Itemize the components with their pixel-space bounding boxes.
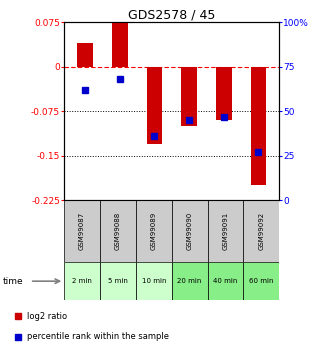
Text: GSM99090: GSM99090 — [187, 212, 193, 250]
Bar — [64, 200, 100, 262]
Text: 2 min: 2 min — [72, 278, 92, 284]
Text: GSM99091: GSM99091 — [222, 212, 229, 250]
Text: 60 min: 60 min — [249, 278, 273, 284]
Bar — [64, 262, 100, 300]
Bar — [208, 200, 243, 262]
Text: 20 min: 20 min — [178, 278, 202, 284]
Text: GSM99088: GSM99088 — [115, 212, 121, 250]
Text: log2 ratio: log2 ratio — [27, 312, 67, 321]
Bar — [243, 200, 279, 262]
Bar — [77, 43, 93, 67]
Bar — [112, 22, 127, 67]
Text: GSM99087: GSM99087 — [79, 212, 85, 250]
Bar — [216, 67, 231, 120]
Bar — [100, 200, 136, 262]
Bar — [147, 67, 162, 144]
Text: 5 min: 5 min — [108, 278, 128, 284]
Text: GSM99092: GSM99092 — [258, 212, 265, 250]
Text: 40 min: 40 min — [213, 278, 238, 284]
Bar — [100, 262, 136, 300]
Text: time: time — [3, 277, 24, 286]
Bar — [208, 262, 243, 300]
Bar — [243, 262, 279, 300]
Text: GSM99089: GSM99089 — [151, 212, 157, 250]
Bar — [251, 67, 266, 185]
Bar — [172, 262, 208, 300]
Text: percentile rank within the sample: percentile rank within the sample — [27, 332, 169, 341]
Bar — [136, 262, 172, 300]
Bar — [172, 200, 208, 262]
Bar — [136, 200, 172, 262]
Text: 10 min: 10 min — [142, 278, 166, 284]
Bar — [181, 67, 197, 126]
Title: GDS2578 / 45: GDS2578 / 45 — [128, 8, 215, 21]
